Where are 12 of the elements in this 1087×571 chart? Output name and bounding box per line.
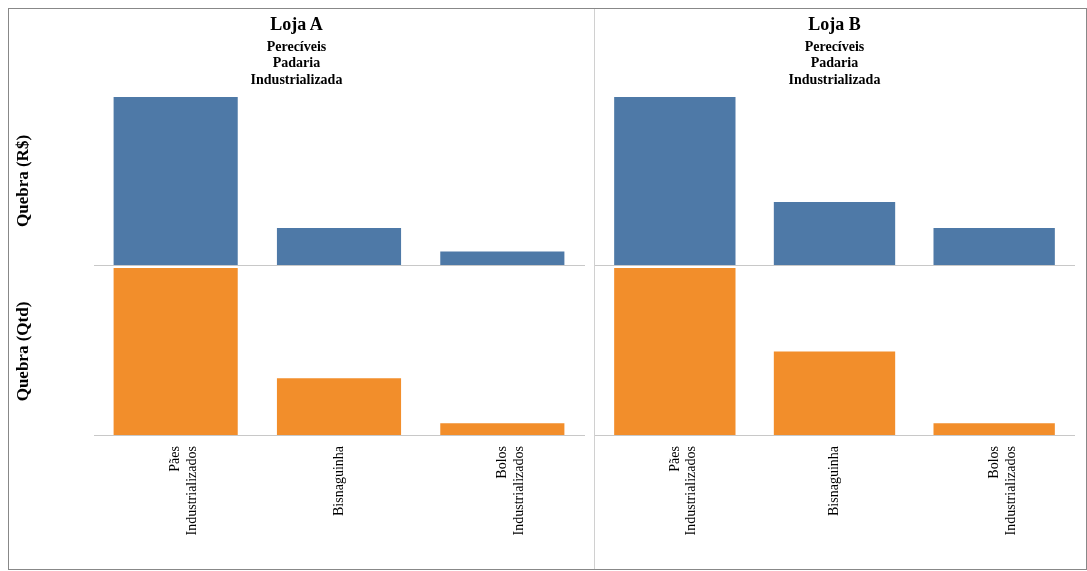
x-tick-label: Bisnaguinha — [826, 445, 842, 516]
x-tick-label: Bolos Industrializados — [985, 446, 1018, 536]
x-tick-label: Pães Industrializados — [167, 446, 200, 536]
y-axis-title: Quebra (R$) — [12, 134, 32, 228]
x-tick-label: Pães Industrializados — [666, 446, 699, 536]
y-axis-title: Quebra (Qtd) — [12, 301, 32, 402]
x-tick-label: Bisnaguinha — [330, 445, 346, 516]
chart-subtitle: Perecíveis Padaria Industrializada — [788, 38, 881, 88]
chart-title: Loja A — [270, 14, 323, 35]
chart-subtitle: Perecíveis Padaria Industrializada — [250, 38, 343, 88]
x-tick-label: Bolos Industrializados — [494, 446, 526, 536]
chart-title: Loja B — [808, 14, 861, 35]
